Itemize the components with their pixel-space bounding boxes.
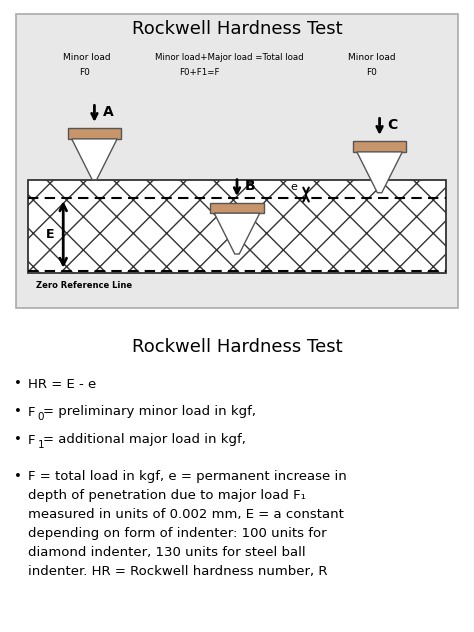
Text: depending on form of indenter: 100 units for: depending on form of indenter: 100 units… — [28, 527, 327, 540]
Polygon shape — [72, 139, 117, 179]
Text: F: F — [28, 434, 36, 446]
Text: diamond indenter, 130 units for steel ball: diamond indenter, 130 units for steel ba… — [28, 546, 306, 559]
Bar — [210, 203, 264, 213]
Text: depth of penetration due to major load F₁: depth of penetration due to major load F… — [28, 489, 306, 502]
Text: A: A — [102, 105, 113, 119]
Text: E: E — [46, 228, 54, 241]
Text: Minor load: Minor load — [63, 52, 111, 62]
Text: F = total load in kgf, e = permanent increase in: F = total load in kgf, e = permanent inc… — [28, 470, 347, 483]
FancyBboxPatch shape — [17, 15, 457, 308]
Text: e: e — [290, 182, 297, 192]
Text: B: B — [245, 179, 255, 193]
Polygon shape — [357, 152, 402, 193]
Text: HR = E - e: HR = E - e — [28, 377, 96, 391]
Text: F0+F1=F: F0+F1=F — [179, 68, 219, 76]
Polygon shape — [214, 213, 260, 254]
Text: F0: F0 — [79, 68, 90, 76]
Text: Rockwell Hardness Test: Rockwell Hardness Test — [132, 20, 342, 39]
Text: Zero Reference Line: Zero Reference Line — [36, 281, 133, 290]
Text: •: • — [14, 377, 22, 391]
Bar — [68, 128, 121, 139]
Text: Rockwell Hardness Test: Rockwell Hardness Test — [132, 338, 342, 356]
Text: 1: 1 — [37, 440, 44, 450]
Text: •: • — [14, 470, 22, 483]
Text: measured in units of 0.002 mm, E = a constant: measured in units of 0.002 mm, E = a con… — [28, 508, 344, 521]
Text: F: F — [28, 406, 36, 418]
Text: indenter. HR = Rockwell hardness number, R: indenter. HR = Rockwell hardness number,… — [28, 565, 328, 578]
Text: C: C — [388, 118, 398, 132]
Bar — [27, 179, 447, 272]
Text: Minor load: Minor load — [348, 52, 396, 62]
Text: F0: F0 — [366, 68, 377, 76]
Text: •: • — [14, 406, 22, 418]
Text: 0: 0 — [37, 412, 44, 422]
Text: Minor load+Major load =Total load: Minor load+Major load =Total load — [155, 52, 303, 62]
Bar — [353, 142, 406, 152]
Text: = additional major load in kgf,: = additional major load in kgf, — [43, 434, 246, 446]
Text: = preliminary minor load in kgf,: = preliminary minor load in kgf, — [43, 406, 256, 418]
Text: •: • — [14, 434, 22, 446]
